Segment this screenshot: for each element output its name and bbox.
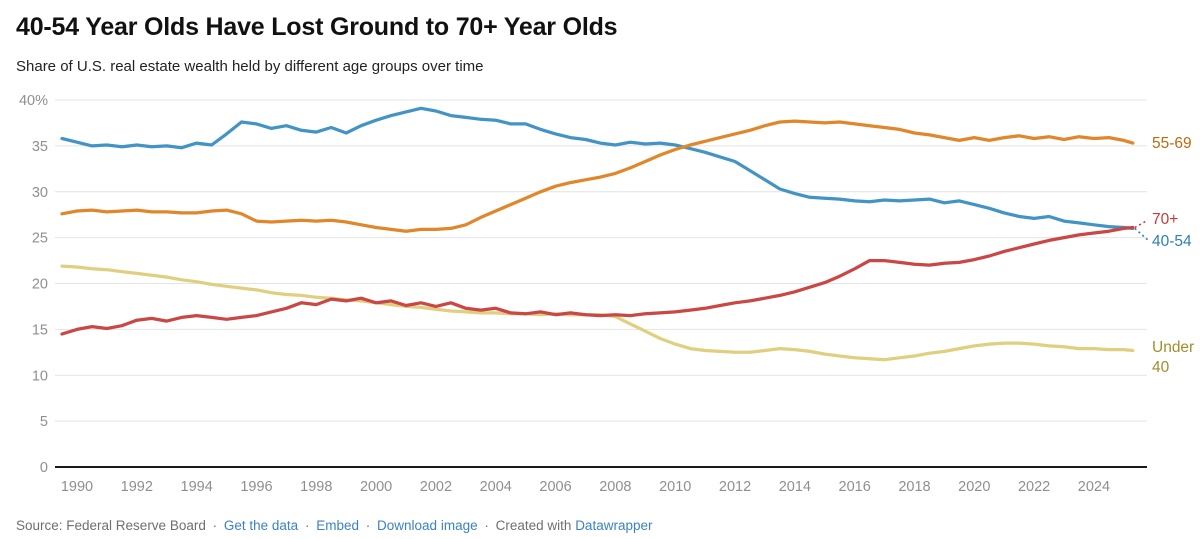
x-axis-tick-label: 2018 (898, 479, 930, 495)
footer-separator: · (365, 518, 371, 533)
y-axis-tick-label: 30 (32, 185, 48, 201)
x-axis-tick-label: 2016 (839, 479, 871, 495)
x-axis-tick-label: 2004 (480, 479, 512, 495)
y-axis-tick-label: 35 (32, 139, 48, 155)
line-70- (60, 225, 1135, 336)
line-55-69 (60, 119, 1135, 233)
y-axis-tick-label: 15 (32, 322, 48, 338)
get-the-data-link[interactable]: Get the data (223, 518, 299, 533)
line-under-40 (60, 264, 1135, 362)
series-label-55-69: 55-69 (1152, 135, 1192, 152)
x-axis-tick-label: 2002 (420, 479, 452, 495)
series-label-70plus: 70+ (1152, 211, 1179, 228)
x-axis-tick-label: 1992 (121, 479, 153, 495)
footer-separator: · (212, 518, 218, 533)
x-axis-tick-label: 2014 (779, 479, 811, 495)
datawrapper-link[interactable]: Datawrapper (575, 518, 653, 533)
x-axis-tick-label: 1994 (181, 479, 213, 495)
x-axis-tick-label: 1998 (300, 479, 332, 495)
chart-subtitle: Share of U.S. real estate wealth held by… (16, 58, 484, 75)
x-axis-tick-label: 1990 (61, 479, 93, 495)
y-axis-tick-label: 10 (32, 368, 48, 384)
chart-footer: Source: Federal Reserve Board · Get the … (16, 518, 652, 533)
page-title: 40-54 Year Olds Have Lost Ground to 70+ … (16, 13, 618, 41)
series-label-40-54: 40-54 (1152, 233, 1192, 250)
series-label-under-40: Under 40 (1152, 339, 1195, 377)
footer-separator: · (484, 518, 489, 533)
y-axis-tick-label: 25 (32, 231, 48, 247)
y-axis-tick-label: 0 (40, 460, 48, 476)
y-axis-tick-label: 40% (19, 93, 48, 109)
footer-separator: · (304, 518, 310, 533)
download-image-link[interactable]: Download image (377, 518, 478, 533)
line-40-54 (60, 106, 1135, 231)
y-axis-tick-label: 5 (40, 414, 48, 430)
x-axis-tick-label: 2010 (659, 479, 691, 495)
x-axis-tick-label: 1996 (240, 479, 272, 495)
x-axis-tick-label: 2022 (1018, 479, 1050, 495)
leader-line-70- (1134, 219, 1149, 229)
x-axis-tick-label: 2008 (599, 479, 631, 495)
x-axis-tick-label: 2020 (958, 479, 990, 495)
y-axis-tick-label: 20 (32, 277, 48, 293)
x-axis-tick-label: 2012 (719, 479, 751, 495)
x-axis-tick-label: 2000 (360, 479, 392, 495)
source-label: Source: Federal Reserve Board (16, 518, 206, 533)
x-axis-tick-label: 2006 (539, 479, 571, 495)
embed-link[interactable]: Embed (316, 518, 359, 533)
created-with-label: Created with (495, 518, 572, 533)
x-axis-tick-label: 2024 (1078, 479, 1110, 495)
leader-line-40-54 (1134, 227, 1149, 241)
